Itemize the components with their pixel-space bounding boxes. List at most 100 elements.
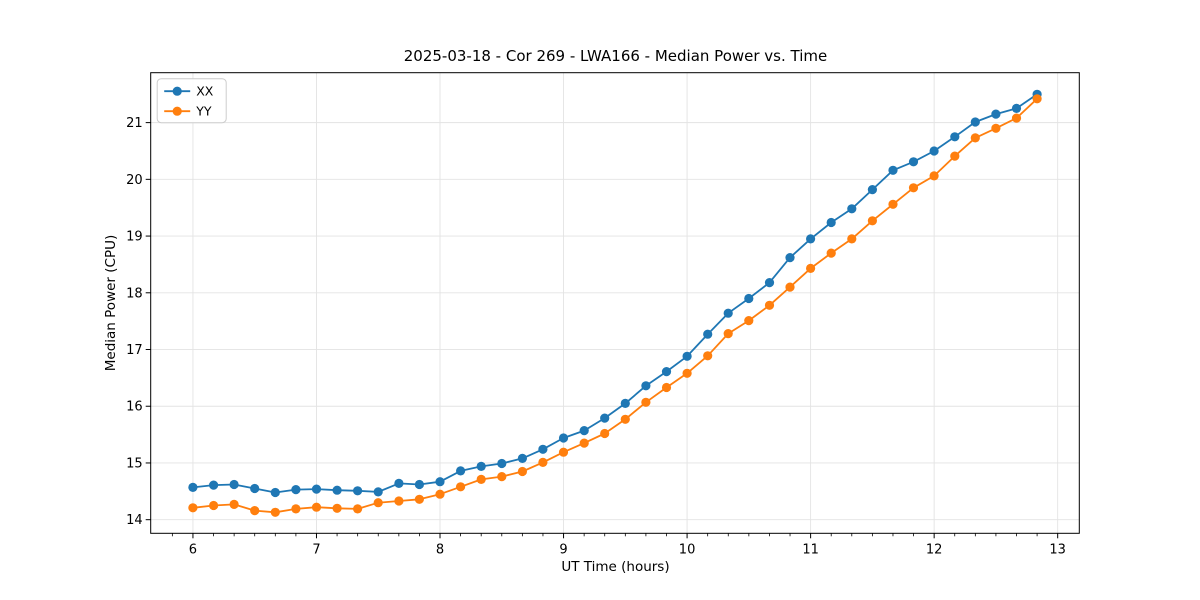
series-XX-marker xyxy=(703,329,713,339)
legend-label: YY xyxy=(195,104,212,119)
series-YY-marker xyxy=(764,300,775,310)
y-tick-label: 17 xyxy=(126,343,143,358)
series-XX-marker xyxy=(435,477,445,487)
x-tick-label: 12 xyxy=(926,542,943,557)
series-XX-marker xyxy=(723,308,733,318)
series-XX-marker xyxy=(641,381,651,391)
series-YY-marker xyxy=(538,457,548,467)
series-XX-marker xyxy=(661,367,672,377)
series-YY-marker xyxy=(661,382,672,393)
series-XX-marker xyxy=(847,204,857,214)
series-XX-marker xyxy=(744,293,754,304)
y-tick-label: 19 xyxy=(126,230,143,245)
series-XX xyxy=(188,89,1042,498)
series-XX-marker xyxy=(826,217,836,228)
series-XX-marker xyxy=(188,482,198,492)
series-XX-marker xyxy=(558,433,569,443)
series-XX-marker xyxy=(908,157,919,167)
series-XX-marker xyxy=(332,485,342,495)
y-axis: 14 15 16 17 18 19 20 21 xyxy=(126,116,151,528)
series-YY-marker xyxy=(950,151,960,161)
legend-label: XX xyxy=(196,84,214,99)
series-XX-marker xyxy=(456,466,466,476)
series-XX-marker xyxy=(497,458,507,469)
series-YY-marker xyxy=(311,502,322,512)
series-XX-marker xyxy=(353,486,363,496)
series-XX-marker xyxy=(517,453,528,463)
series-XX-marker xyxy=(291,485,301,495)
series-YY-marker xyxy=(558,447,569,457)
series-YY-marker xyxy=(744,316,754,326)
y-tick-label: 21 xyxy=(126,116,143,131)
series-YY-marker xyxy=(682,368,692,378)
series-XX-marker xyxy=(250,483,260,494)
series-XX-marker xyxy=(806,234,816,244)
y-tick-label: 14 xyxy=(126,513,143,528)
x-tick-label: 6 xyxy=(189,542,197,557)
series-YY-marker xyxy=(888,199,898,209)
x-tick-label: 10 xyxy=(679,542,696,557)
series-YY-marker xyxy=(1032,94,1042,104)
series-YY-marker xyxy=(806,263,816,273)
x-tick-label: 8 xyxy=(436,542,444,557)
chart-title: 2025-03-18 - Cor 269 - LWA166 - Median P… xyxy=(403,47,828,65)
series-YY-marker xyxy=(229,499,239,509)
axes-frame xyxy=(150,72,1080,534)
series-YY-marker xyxy=(867,216,878,226)
series-YY-marker xyxy=(826,248,836,258)
series-YY-marker xyxy=(929,171,939,181)
x-tick-label: 7 xyxy=(312,542,320,557)
y-tick-label: 20 xyxy=(126,173,143,188)
series-YY-marker xyxy=(600,428,610,439)
series-XX-marker xyxy=(970,117,980,127)
series-XX-marker xyxy=(229,479,239,490)
x-tick-label: 13 xyxy=(1049,542,1066,557)
legend: XX YY xyxy=(156,78,227,124)
series-YY-marker xyxy=(291,504,301,514)
series-XX-marker xyxy=(888,165,898,175)
series-YY-marker xyxy=(332,503,342,513)
series-XX-marker xyxy=(929,146,939,156)
series-XX-marker xyxy=(1011,103,1022,113)
series-YY-marker xyxy=(270,507,280,517)
series-YY-marker xyxy=(456,482,466,492)
y-tick-label: 18 xyxy=(126,286,143,301)
series-YY-marker xyxy=(250,506,260,516)
series-XX-marker xyxy=(373,487,383,497)
series-XX-marker xyxy=(950,132,960,142)
legend-marker xyxy=(172,86,182,96)
series-XX-marker xyxy=(311,484,322,494)
series-YY-marker xyxy=(785,282,795,292)
legend-marker xyxy=(172,106,182,116)
x-tick-label: 9 xyxy=(559,542,567,557)
series-YY-marker xyxy=(641,397,651,407)
series-YY-marker xyxy=(209,500,219,511)
series-YY-marker xyxy=(1011,113,1022,123)
series-YY-marker xyxy=(353,504,363,514)
series-XX-marker xyxy=(785,253,795,263)
series-XX-marker xyxy=(682,351,692,361)
series-XX-marker xyxy=(209,480,219,490)
y-axis-label: Median Power (CPU) xyxy=(103,234,119,372)
series-YY-marker xyxy=(476,474,486,484)
series-XX-marker xyxy=(394,478,404,488)
series-YY-marker xyxy=(497,472,507,482)
series-XX-marker xyxy=(620,398,630,408)
series-YY-marker xyxy=(620,414,630,424)
series-XX-marker xyxy=(414,479,424,490)
series-XX-marker xyxy=(579,426,589,436)
series-XX-marker xyxy=(538,444,548,454)
y-tick-label: 16 xyxy=(126,400,143,415)
series-YY-marker xyxy=(847,234,857,244)
series-XX-marker xyxy=(991,109,1001,119)
series-XX-line xyxy=(191,93,1038,494)
series-XX-marker xyxy=(764,278,775,288)
x-axis-label: UT Time (hours) xyxy=(561,559,670,575)
gridlines xyxy=(150,72,1080,534)
series-YY-marker xyxy=(414,494,424,504)
series-YY-marker xyxy=(188,503,198,513)
series-YY-marker xyxy=(435,489,445,499)
series-YY-marker xyxy=(908,183,919,193)
series-YY-marker xyxy=(579,438,589,448)
